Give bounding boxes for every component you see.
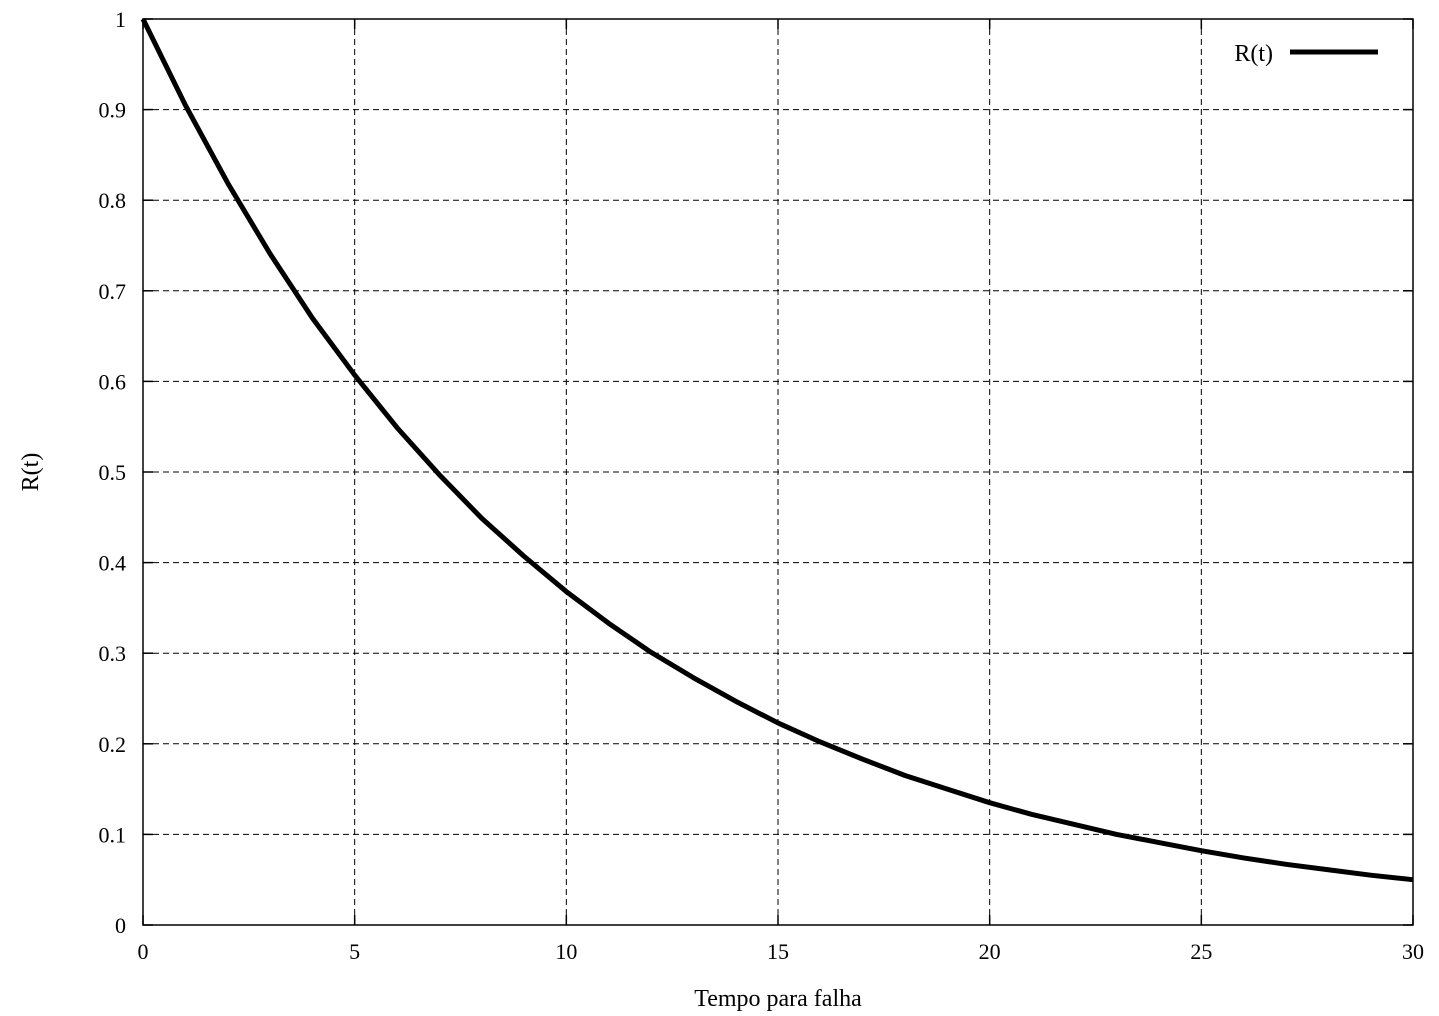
tick-labels: 0 5 10 15 20 25 30 0 0.1 0.2 0.3 0.4 0.5 0.6 0.7 0.8 0.9…: [99, 7, 1425, 964]
y-tick-label: 0.2: [99, 732, 127, 757]
y-tick-label: 0.4: [99, 551, 127, 576]
x-tick-label: 25: [1190, 939, 1212, 964]
x-tick-label: 0: [138, 939, 149, 964]
legend: R(t): [1234, 41, 1378, 67]
x-tick-label: 20: [979, 939, 1001, 964]
y-axis-title: R(t): [18, 453, 44, 492]
y-tick-label: 0.9: [99, 98, 127, 123]
y-tick-label: 0.3: [99, 641, 127, 666]
x-tick-label: 30: [1402, 939, 1424, 964]
y-tick-label: 1: [115, 7, 126, 32]
x-axis-title: Tempo para falha: [694, 986, 862, 1012]
y-tick-label: 0.7: [99, 279, 127, 304]
y-tick-label: 0: [115, 913, 126, 938]
plot-frame: [142, 18, 1414, 926]
series-line-r-t: [140, 17, 1414, 883]
x-tick-label: 5: [349, 939, 360, 964]
x-tick-label: 10: [555, 939, 577, 964]
y-tick-label: 0.8: [99, 188, 127, 213]
grid: [143, 19, 1413, 925]
y-tick-label: 0.6: [99, 369, 127, 394]
y-tick-label: 0.1: [99, 822, 127, 847]
legend-label: R(t): [1234, 41, 1273, 67]
x-tick-label: 15: [767, 939, 789, 964]
series: [140, 17, 1414, 883]
y-tick-label: 0.5: [99, 460, 127, 485]
